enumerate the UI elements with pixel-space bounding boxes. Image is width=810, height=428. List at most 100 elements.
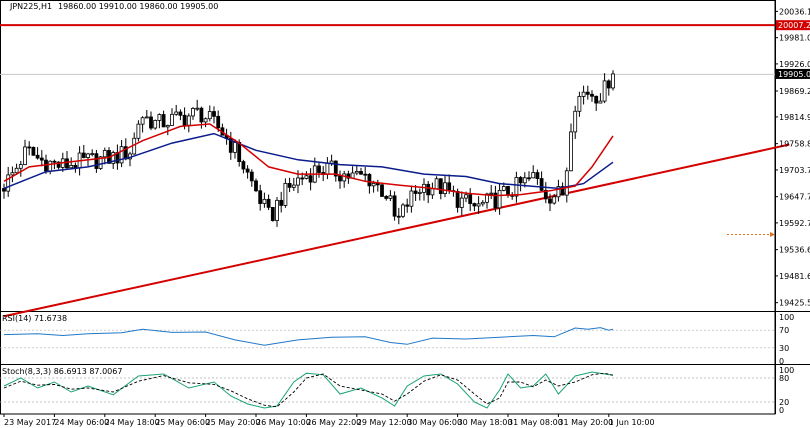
time-tick-label: 25 May 20:00 <box>206 418 261 427</box>
candle-body <box>241 161 246 170</box>
candle-body <box>371 182 376 187</box>
candle-body <box>359 171 363 175</box>
candle-body <box>10 172 15 176</box>
candle-body <box>283 183 288 206</box>
candle-body <box>468 194 473 204</box>
candle-body <box>514 177 519 197</box>
price-tick-label: 20036.10 <box>779 7 810 16</box>
candle-body <box>35 154 40 159</box>
candle-body <box>581 91 586 97</box>
candle-body <box>380 184 384 197</box>
time-tick-label: 31 May 20:00 <box>558 418 613 427</box>
ema-slow-line <box>3 132 614 190</box>
candle-body <box>405 204 410 207</box>
candle-body <box>18 164 23 169</box>
candle-body <box>237 142 242 162</box>
candle-body <box>485 193 489 203</box>
candle-body <box>493 192 498 209</box>
candle-body <box>539 178 544 191</box>
candle-body <box>585 91 590 95</box>
candle-body <box>266 198 271 208</box>
rsi-line <box>3 327 614 346</box>
candle-body <box>325 162 330 175</box>
resistance-price-tag: 20007.22 <box>778 21 810 30</box>
chart-header-ohlc: 19860.00 19910.00 19860.00 19905.00 <box>58 2 218 11</box>
price-tick-label: 19758.80 <box>779 140 810 149</box>
candle-body <box>191 108 195 117</box>
candle-body <box>476 203 481 207</box>
price-tick-label: 19425.50 <box>779 299 810 308</box>
current-price-tag: 19905.00 <box>778 70 810 79</box>
candle-body <box>333 160 338 177</box>
candle-body <box>291 184 296 188</box>
candle-body <box>417 191 422 194</box>
candle-body <box>548 198 552 204</box>
rsi-label: RSI(14) 71.6738 <box>2 314 67 323</box>
time-tick-label: 24 May 06:00 <box>54 418 109 427</box>
candle-body <box>308 175 313 183</box>
candle-body <box>178 111 183 116</box>
price-tick-label: 19869.20 <box>779 87 810 96</box>
candle-body <box>203 118 208 123</box>
candle-body <box>338 175 342 182</box>
price-tick-label: 19647.70 <box>779 193 810 202</box>
candle-body <box>149 116 153 129</box>
candle-body <box>2 188 6 192</box>
candle-body <box>447 182 452 192</box>
candle-body <box>438 178 443 194</box>
price-tick-label: 19814.90 <box>779 113 810 122</box>
candle-body <box>489 192 494 195</box>
candle-body <box>31 146 36 156</box>
candle-body <box>573 110 578 133</box>
candle-body <box>459 197 464 208</box>
candle-body <box>472 203 477 207</box>
candle-body <box>279 199 284 206</box>
price-tick-label: 19592.70 <box>779 219 810 228</box>
candle-body <box>354 171 359 174</box>
rsi-tick-label: 100 <box>779 313 794 322</box>
candle-body <box>594 95 599 104</box>
candle-body <box>233 142 237 153</box>
price-tick-label: 19981.00 <box>779 34 810 43</box>
candle-body <box>27 146 32 149</box>
candle-body <box>287 183 292 188</box>
candle-body <box>556 186 561 198</box>
candle-body <box>413 190 418 194</box>
stoch-tick-label: 0 <box>779 406 784 415</box>
candle-body <box>527 177 531 180</box>
candle-body <box>52 160 57 163</box>
candle-body <box>535 172 540 179</box>
rsi-tick-label: 70 <box>779 326 789 335</box>
ema-fast-line <box>3 123 614 197</box>
time-tick-label: 23 May 2017 <box>4 418 56 427</box>
price-tick-label: 19481.60 <box>779 272 810 281</box>
current-price-tag-bg <box>776 68 810 79</box>
candle-body <box>590 93 594 97</box>
candle-body <box>560 186 565 196</box>
candle-body <box>409 190 414 207</box>
candle-body <box>401 204 405 217</box>
candle-body <box>611 73 615 89</box>
candle-body <box>388 195 393 199</box>
candle-body <box>14 167 19 174</box>
candle-body <box>69 165 74 169</box>
price-marker-arrow <box>770 232 775 237</box>
candle-body <box>102 150 107 158</box>
candle-body <box>375 182 380 186</box>
candle-body <box>81 152 86 158</box>
candle-body <box>434 178 439 190</box>
candle-body <box>90 153 95 156</box>
candle-body <box>216 115 221 129</box>
candle-body <box>430 188 435 196</box>
time-tick-label: 25 May 06:00 <box>155 418 210 427</box>
candle-body <box>262 198 267 204</box>
candle-body <box>296 177 300 186</box>
trendline <box>3 143 790 318</box>
candle-body <box>518 177 523 184</box>
stoch-label: Stoch(8,3,3) 86.6913 87.0067 <box>2 367 122 376</box>
candle-body <box>111 152 116 164</box>
candle-body <box>396 215 401 218</box>
chart-header-symbol: JPN225,H1 <box>9 2 52 11</box>
candle-body <box>300 177 305 180</box>
